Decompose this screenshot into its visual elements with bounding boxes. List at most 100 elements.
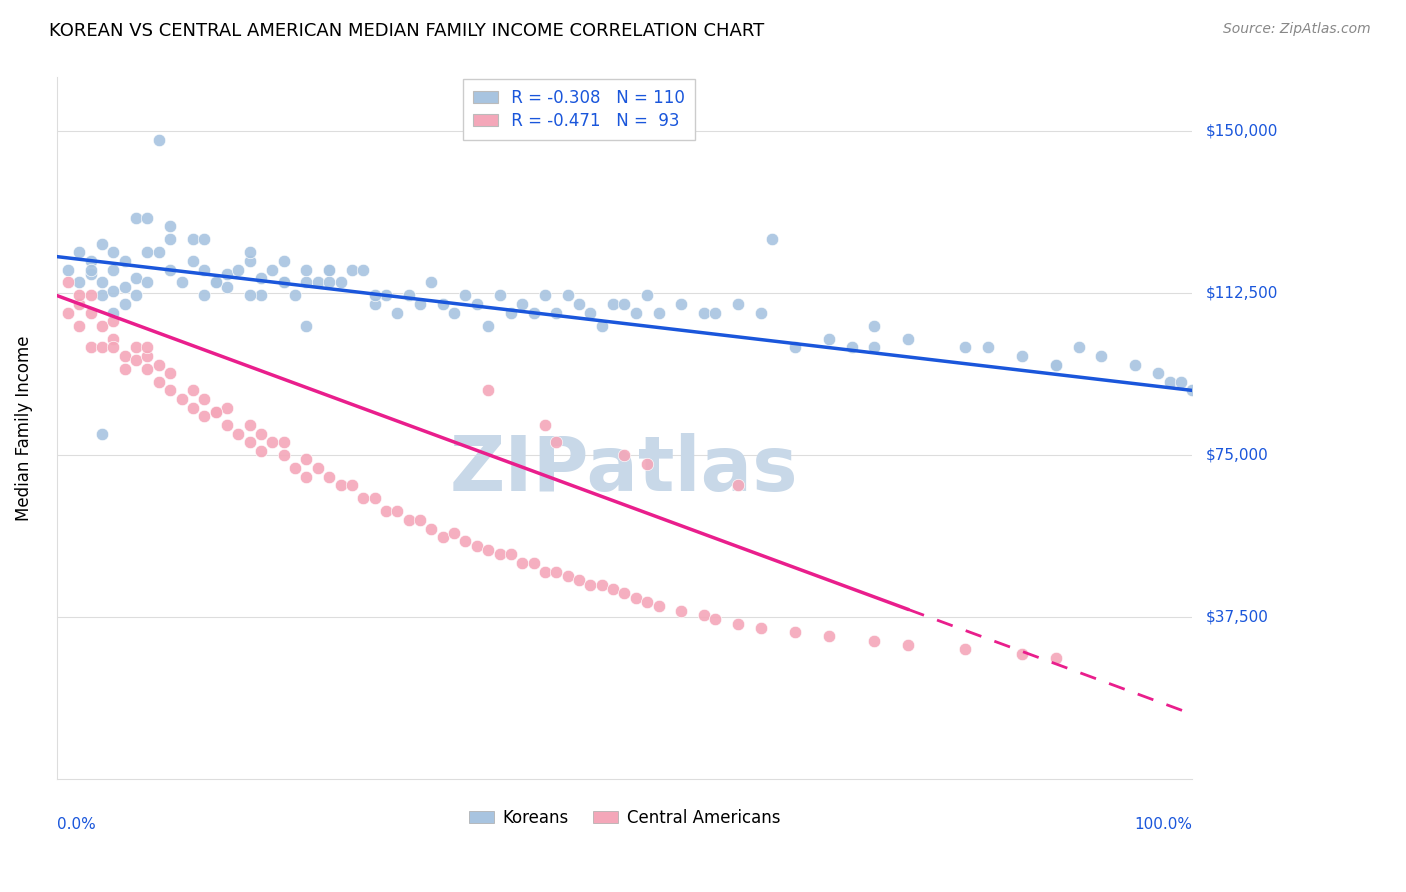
Point <box>114 297 136 311</box>
Point <box>215 267 238 281</box>
Point <box>1067 340 1090 354</box>
Point <box>215 401 238 415</box>
Point <box>91 318 114 333</box>
Point <box>91 426 114 441</box>
Point <box>318 262 340 277</box>
Point <box>204 405 226 419</box>
Point <box>250 271 273 285</box>
Point <box>387 504 409 518</box>
Point <box>67 245 90 260</box>
Point <box>818 332 841 346</box>
Point <box>420 276 443 290</box>
Point <box>863 633 886 648</box>
Point <box>534 288 557 302</box>
Point <box>727 478 749 492</box>
Point <box>193 409 215 424</box>
Point <box>1125 358 1147 372</box>
Point <box>624 306 647 320</box>
Point <box>159 384 181 398</box>
Point <box>454 288 477 302</box>
Point <box>1170 375 1192 389</box>
Point <box>1181 384 1204 398</box>
Point <box>546 435 568 450</box>
Text: $37,500: $37,500 <box>1206 609 1270 624</box>
Point <box>591 318 613 333</box>
Point <box>56 306 79 320</box>
Point <box>295 469 318 483</box>
Point <box>693 306 716 320</box>
Point <box>226 262 249 277</box>
Point <box>239 245 262 260</box>
Point <box>704 306 727 320</box>
Point <box>727 616 749 631</box>
Point <box>671 297 693 311</box>
Point <box>114 253 136 268</box>
Point <box>91 276 114 290</box>
Point <box>226 426 249 441</box>
Point <box>636 595 658 609</box>
Point <box>1159 375 1181 389</box>
Point <box>499 548 522 562</box>
Text: $150,000: $150,000 <box>1206 124 1278 139</box>
Point <box>159 366 181 380</box>
Point <box>1011 349 1033 363</box>
Point <box>273 448 295 462</box>
Y-axis label: Median Family Income: Median Family Income <box>15 335 32 521</box>
Point <box>749 306 772 320</box>
Text: 0.0%: 0.0% <box>56 817 96 832</box>
Point <box>499 306 522 320</box>
Point <box>863 318 886 333</box>
Point <box>420 522 443 536</box>
Point <box>284 461 307 475</box>
Point <box>103 245 125 260</box>
Point <box>103 314 125 328</box>
Point <box>488 288 510 302</box>
Point <box>56 262 79 277</box>
Point <box>534 565 557 579</box>
Point <box>363 297 385 311</box>
Point <box>103 284 125 298</box>
Point <box>579 577 602 591</box>
Point <box>148 358 170 372</box>
Point <box>454 534 477 549</box>
Point <box>443 306 465 320</box>
Point <box>953 340 976 354</box>
Point <box>329 276 352 290</box>
Point <box>125 271 148 285</box>
Point <box>193 288 215 302</box>
Point <box>432 530 454 544</box>
Point <box>239 435 262 450</box>
Point <box>79 340 101 354</box>
Point <box>181 401 204 415</box>
Point <box>262 435 284 450</box>
Point <box>159 262 181 277</box>
Point <box>204 276 226 290</box>
Point <box>375 504 398 518</box>
Text: Source: ZipAtlas.com: Source: ZipAtlas.com <box>1223 22 1371 37</box>
Point <box>193 232 215 246</box>
Point <box>67 318 90 333</box>
Point <box>273 276 295 290</box>
Point <box>783 340 806 354</box>
Point <box>239 253 262 268</box>
Point <box>841 340 863 354</box>
Point <box>409 297 432 311</box>
Point <box>79 253 101 268</box>
Point <box>91 340 114 354</box>
Point <box>647 599 669 614</box>
Point <box>170 392 193 406</box>
Point <box>215 417 238 432</box>
Point <box>363 288 385 302</box>
Point <box>557 288 579 302</box>
Point <box>136 340 159 354</box>
Point <box>727 297 749 311</box>
Point <box>636 288 658 302</box>
Point <box>295 276 318 290</box>
Point <box>56 276 79 290</box>
Point <box>215 280 238 294</box>
Point <box>375 288 398 302</box>
Point <box>250 426 273 441</box>
Point <box>114 361 136 376</box>
Point <box>1045 651 1067 665</box>
Point <box>704 612 727 626</box>
